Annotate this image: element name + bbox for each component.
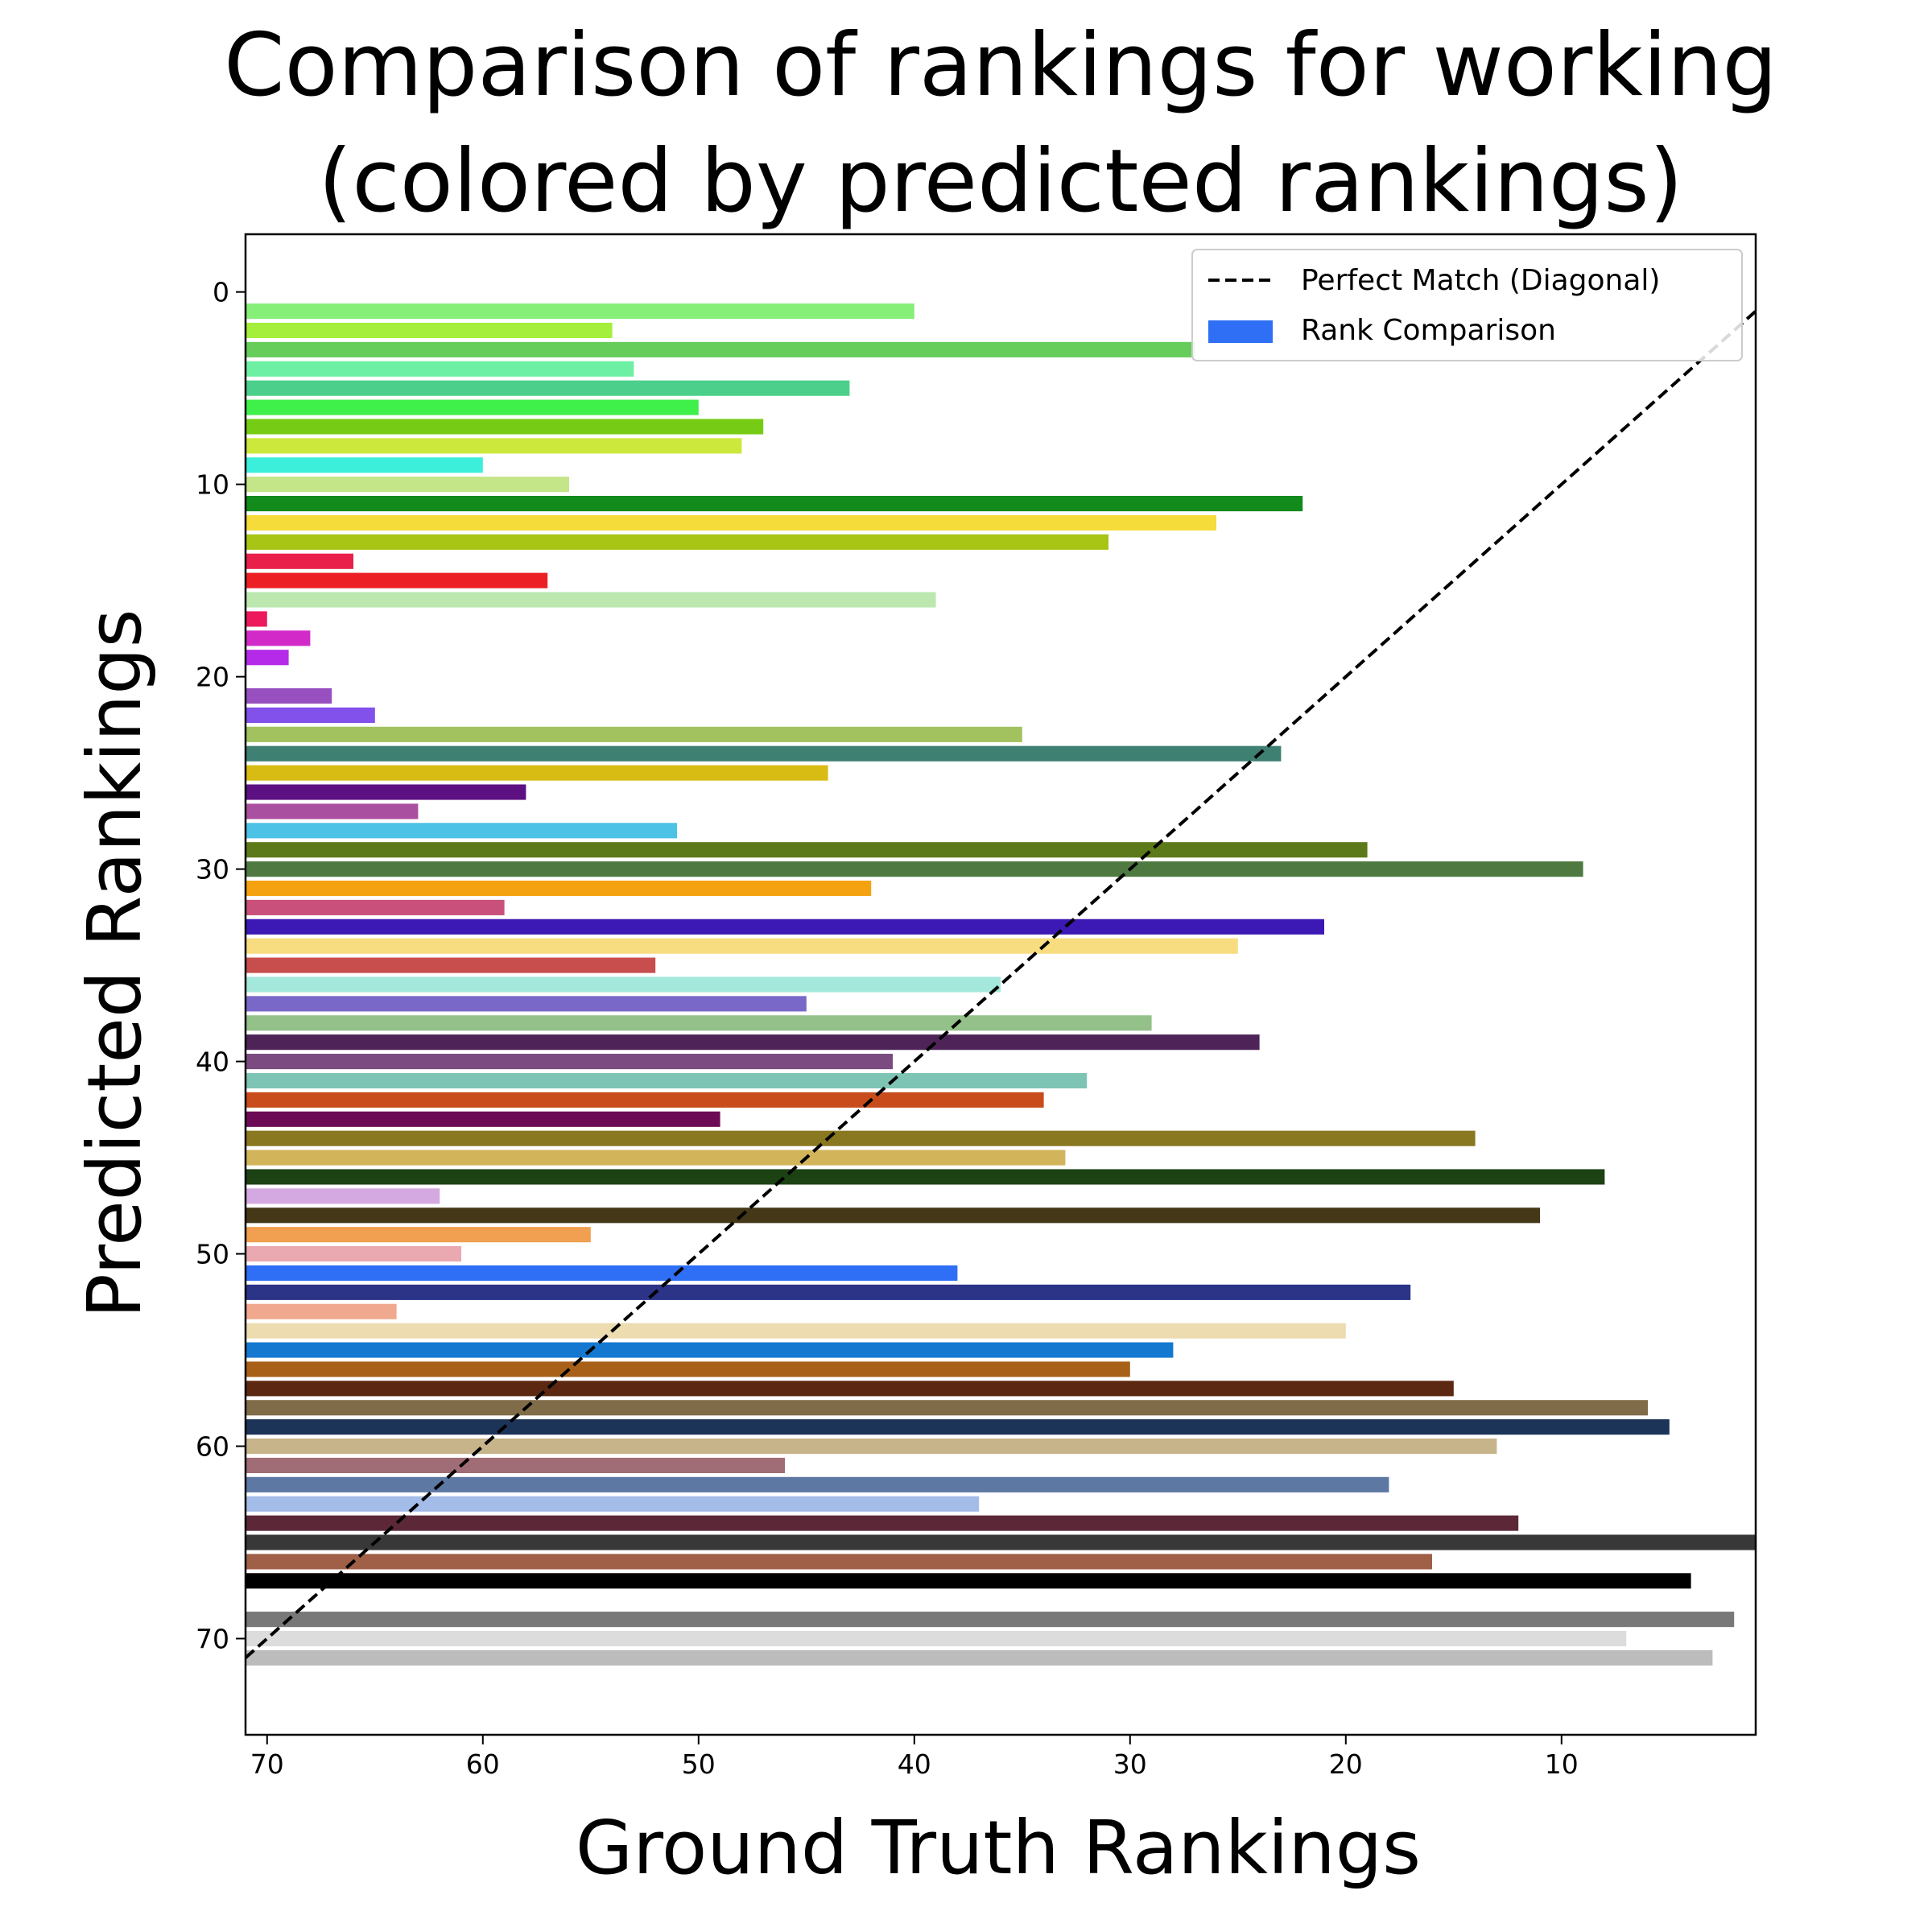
bar-pred-23 <box>246 726 1022 742</box>
bar-pred-26 <box>246 784 526 800</box>
bar-pred-9 <box>246 457 483 473</box>
x-tick-label: 40 <box>898 1748 931 1780</box>
legend-frame <box>1191 249 1743 361</box>
legend-bar-swatch <box>1208 320 1273 343</box>
bar-pred-22 <box>246 707 375 723</box>
bar-pred-12 <box>246 514 1216 531</box>
bar-pred-35 <box>246 957 656 973</box>
bar-pred-64 <box>246 1515 1519 1531</box>
bar-pred-1 <box>246 303 914 320</box>
bar-series <box>246 303 1756 1666</box>
bar-pred-15 <box>246 572 548 588</box>
bar-pred-18 <box>246 630 311 646</box>
bar-pred-53 <box>246 1303 397 1319</box>
bar-pred-34 <box>246 938 1238 954</box>
bar-pred-58 <box>246 1400 1648 1416</box>
y-tick-label: 10 <box>196 469 229 501</box>
bar-pred-57 <box>246 1381 1454 1397</box>
bar-pred-55 <box>246 1342 1174 1358</box>
bar-pred-30 <box>246 861 1583 877</box>
bar-pred-32 <box>246 899 505 915</box>
bar-pred-2 <box>246 322 613 339</box>
y-tick-label: 40 <box>196 1046 229 1078</box>
bar-pred-67 <box>246 1573 1691 1589</box>
bar-pred-28 <box>246 823 677 839</box>
bar-pred-8 <box>246 438 742 454</box>
bar-pred-44 <box>246 1130 1476 1146</box>
chart-title-line-1: Comparison of rankings for working <box>224 15 1777 116</box>
bar-pred-70 <box>246 1630 1627 1647</box>
y-tick-label: 50 <box>196 1239 229 1270</box>
chart-title-line-2: (colored by predicted rankings) <box>318 131 1682 232</box>
bar-pred-27 <box>246 803 419 819</box>
bar-pred-39 <box>246 1034 1260 1051</box>
bar-pred-62 <box>246 1476 1389 1492</box>
bar-pred-24 <box>246 745 1282 762</box>
bar-pred-16 <box>246 592 936 608</box>
bar-pred-13 <box>246 534 1108 550</box>
legend: Perfect Match (Diagonal) Rank Comparison <box>1191 249 1743 361</box>
bar-pred-25 <box>246 765 828 781</box>
x-tick-label: 50 <box>682 1748 716 1780</box>
y-tick-label: 0 <box>213 277 229 308</box>
x-tick-label: 70 <box>250 1748 284 1780</box>
bar-pred-71 <box>246 1649 1713 1666</box>
bar-pred-4 <box>246 361 634 377</box>
bar-pred-7 <box>246 419 764 435</box>
bar-pred-59 <box>246 1419 1670 1435</box>
bar-pred-10 <box>246 477 569 493</box>
bar-pred-60 <box>246 1438 1497 1455</box>
bar-pred-31 <box>246 880 872 897</box>
bar-pred-21 <box>246 687 332 704</box>
bar-pred-47 <box>246 1188 440 1204</box>
bar-pred-69 <box>246 1612 1735 1628</box>
bar-pred-66 <box>246 1554 1432 1570</box>
x-tick-label: 20 <box>1329 1748 1363 1780</box>
bar-pred-42 <box>246 1092 1044 1108</box>
bar-pred-43 <box>246 1111 720 1127</box>
bar-pred-54 <box>246 1323 1346 1339</box>
y-tick-label: 30 <box>196 854 229 886</box>
bar-pred-45 <box>246 1150 1066 1166</box>
bar-pred-14 <box>246 553 353 569</box>
bar-pred-5 <box>246 380 850 396</box>
bar-pred-41 <box>246 1072 1088 1089</box>
bar-pred-36 <box>246 976 1001 993</box>
bar-pred-17 <box>246 611 267 627</box>
x-tick-label: 30 <box>1113 1748 1147 1780</box>
y-tick-label: 20 <box>196 662 229 693</box>
bar-pred-19 <box>246 650 289 666</box>
bar-pred-48 <box>246 1208 1540 1224</box>
bar-pred-40 <box>246 1054 893 1070</box>
bar-pred-50 <box>246 1246 461 1262</box>
bar-pred-6 <box>246 399 699 415</box>
bar-pred-38 <box>246 1015 1152 1031</box>
plot-frame <box>244 233 1757 1736</box>
legend-label-rank-comparison: Rank Comparison <box>1301 314 1556 347</box>
bar-pred-33 <box>246 919 1324 935</box>
bar-pred-51 <box>246 1265 958 1282</box>
bar-pred-46 <box>246 1169 1605 1185</box>
x-tick-label: 60 <box>466 1748 500 1780</box>
bar-pred-29 <box>246 842 1368 858</box>
y-tick-label: 60 <box>196 1431 229 1463</box>
bar-pred-37 <box>246 996 807 1012</box>
y-tick-label: 70 <box>196 1624 229 1655</box>
bar-pred-3 <box>246 341 1195 357</box>
bar-pred-52 <box>246 1284 1411 1300</box>
bar-pred-11 <box>246 496 1303 512</box>
x-axis-label: Ground Truth Rankings <box>576 1805 1421 1891</box>
legend-label-diagonal: Perfect Match (Diagonal) <box>1301 264 1660 297</box>
bar-pred-61 <box>246 1457 785 1473</box>
bar-pred-49 <box>246 1227 591 1243</box>
bar-pred-56 <box>246 1361 1130 1377</box>
bar-pred-63 <box>246 1496 980 1512</box>
bar-pred-65 <box>246 1534 1756 1550</box>
y-axis-label: Predicted Rankings <box>72 609 158 1318</box>
axis-ticks: 70 60 50 40 30 20 10 0 10 20 30 40 50 60 70 <box>196 277 1579 1780</box>
x-tick-label: 10 <box>1545 1748 1579 1780</box>
